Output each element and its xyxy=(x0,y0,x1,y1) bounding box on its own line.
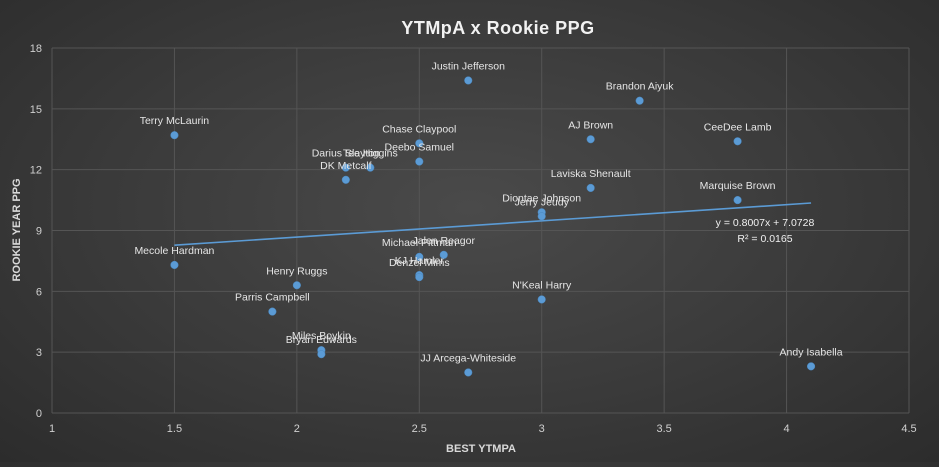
trendline xyxy=(174,202,812,247)
data-label: Tee Higgins xyxy=(343,148,398,160)
data-label: Parris Campbell xyxy=(235,292,310,304)
data-point xyxy=(292,281,301,290)
data-label: CeeDee Lamb xyxy=(704,121,772,133)
data-label: Brandon Aiyuk xyxy=(606,81,674,93)
data-point xyxy=(268,307,277,316)
y-tick-label: 12 xyxy=(30,165,42,177)
data-point xyxy=(415,157,424,166)
data-label: Denzel Mims xyxy=(389,257,450,269)
y-tick-label: 18 xyxy=(30,43,42,55)
data-point xyxy=(366,163,375,172)
data-point xyxy=(733,137,742,146)
x-tick-label: 4.5 xyxy=(901,423,916,435)
data-point xyxy=(341,163,350,172)
data-label: Mecole Hardman xyxy=(134,245,214,257)
data-point xyxy=(807,362,816,371)
data-points xyxy=(170,76,816,377)
trendline-group: y = 0.8007x + 7.0728 R² = 0.0165 xyxy=(174,202,815,247)
y-tick-label: 0 xyxy=(36,408,42,420)
data-label: AJ Brown xyxy=(568,119,613,131)
data-label: Michael Pittman xyxy=(382,237,457,249)
data-point xyxy=(464,368,473,377)
data-point xyxy=(537,212,546,221)
data-label: DK Metcalf xyxy=(320,160,371,172)
data-label: Chase Claypool xyxy=(382,123,456,135)
y-tick-label: 15 xyxy=(30,104,42,116)
x-tick-label: 2 xyxy=(294,423,300,435)
data-label: KJ Hamler xyxy=(395,255,445,267)
trendline-equation: y = 0.8007x + 7.0728 xyxy=(716,217,815,229)
data-label: Jalen Reagor xyxy=(413,235,476,247)
data-point xyxy=(170,131,179,140)
data-label: Deebo Samuel xyxy=(385,142,454,154)
y-axis-title: ROOKIE YEAR PPG xyxy=(11,178,23,281)
data-point xyxy=(635,96,644,105)
data-point xyxy=(317,350,326,359)
data-label: Diontae Johnson xyxy=(502,192,581,204)
data-point xyxy=(415,139,424,148)
data-point xyxy=(170,260,179,270)
data-label: Henry Ruggs xyxy=(266,265,327,277)
x-tick-label: 4 xyxy=(784,423,790,435)
data-point xyxy=(415,252,424,261)
data-point xyxy=(586,183,595,192)
data-label: JJ Arcega-Whiteside xyxy=(420,352,516,364)
data-label: Bryan Edwards xyxy=(286,334,357,346)
y-tick-label: 9 xyxy=(36,226,42,238)
data-label: Justin Jefferson xyxy=(432,60,506,72)
data-label: Marquise Brown xyxy=(700,180,776,192)
trendline-r-squared: R² = 0.0165 xyxy=(737,233,792,245)
x-tick-label: 3 xyxy=(539,423,545,435)
x-tick-label: 3.5 xyxy=(656,423,671,435)
data-point xyxy=(464,76,473,85)
data-label: N'Keal Harry xyxy=(512,279,572,291)
data-point xyxy=(733,196,742,205)
x-tick-label: 2.5 xyxy=(412,423,427,435)
data-point xyxy=(415,273,424,282)
y-tick-label: 6 xyxy=(36,286,42,298)
data-point xyxy=(341,175,350,184)
gridlines xyxy=(51,47,910,414)
y-tick-label: 3 xyxy=(36,347,42,359)
data-label: Miles Boykin xyxy=(292,330,351,342)
data-label: Darius Slayton xyxy=(312,148,380,160)
x-tick-label: 1 xyxy=(49,423,55,435)
data-point xyxy=(586,135,595,144)
data-label: Terry McLaurin xyxy=(140,115,210,127)
chart-title: YTMpA x Rookie PPG xyxy=(401,18,594,38)
point-labels: Justin Jefferson Brandon Aiyuk Terry McLau… xyxy=(134,60,842,364)
x-tick-label: 1.5 xyxy=(167,423,182,435)
data-label: Laviska Shenault xyxy=(551,168,631,180)
axis-ticks: 1 1.5 2 2.5 3 3.5 4 4.5 0 3 6 9 12 15 18 xyxy=(30,43,917,435)
data-label: Andy Isabella xyxy=(780,346,843,358)
data-label: Jerry Jeudy xyxy=(515,196,570,208)
x-axis-title: BEST YTMPA xyxy=(446,443,516,455)
data-point xyxy=(439,250,448,259)
data-point xyxy=(537,295,546,304)
